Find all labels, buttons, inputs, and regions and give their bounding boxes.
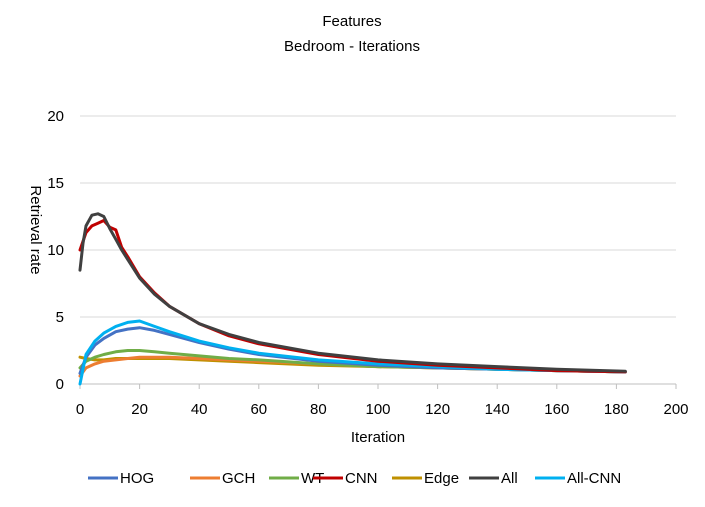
x-tick-label: 80	[310, 401, 327, 418]
x-tick-label: 160	[544, 401, 569, 418]
x-tick-label: 100	[365, 401, 390, 418]
chart-subtitle: Bedroom - Iterations	[284, 38, 420, 55]
y-tick-label: 20	[47, 108, 64, 125]
legend-item-hog: HOG	[88, 470, 154, 487]
y-tick-label: 5	[56, 309, 64, 326]
y-axis-label: Retrieval rate	[27, 185, 44, 274]
legend-item-cnn: CNN	[313, 470, 378, 487]
legend-label: All-CNN	[567, 470, 621, 487]
legend-item-wt: WT	[269, 470, 324, 487]
x-tick-label: 20	[131, 401, 148, 418]
x-tick-label: 40	[191, 401, 208, 418]
legend-item-all-cnn: All-CNN	[535, 470, 621, 487]
chart-title: Features	[322, 13, 381, 30]
gridlines	[80, 115, 676, 318]
series-lines	[78, 212, 627, 386]
legend-label: All	[501, 470, 518, 487]
series-line-cnn	[78, 219, 627, 374]
legend: HOG GCH WT CNN Edge All All-CNN	[88, 470, 621, 487]
x-tick-label: 60	[250, 401, 267, 418]
legend-item-edge: Edge	[392, 470, 459, 487]
legend-label: Edge	[424, 470, 459, 487]
x-tick-label: 140	[485, 401, 510, 418]
x-axis-label: Iteration	[351, 429, 405, 446]
legend-item-gch: GCH	[190, 470, 255, 487]
series-line-all	[78, 212, 627, 373]
legend-label: HOG	[120, 470, 154, 487]
y-tick-label: 15	[47, 175, 64, 192]
y-tick-label: 10	[47, 242, 64, 259]
axes	[79, 383, 677, 389]
legend-label: CNN	[345, 470, 378, 487]
x-tick-label: 120	[425, 401, 450, 418]
legend-item-all: All	[469, 470, 518, 487]
x-tick-label: 200	[663, 401, 688, 418]
legend-label: GCH	[222, 470, 255, 487]
legend-label: WT	[301, 470, 324, 487]
y-tick-label: 0	[56, 376, 64, 393]
x-tick-label: 180	[604, 401, 629, 418]
x-tick-label: 0	[76, 401, 84, 418]
